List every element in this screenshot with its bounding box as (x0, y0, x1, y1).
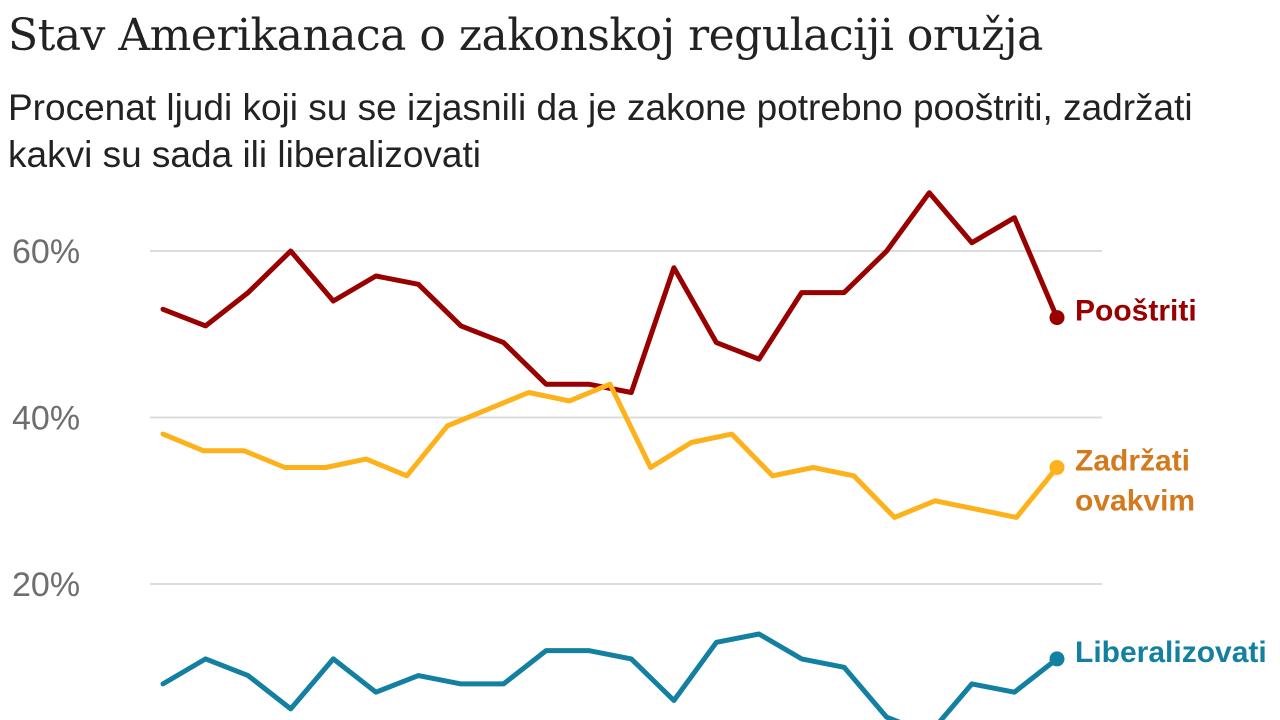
series-line-1 (160, 381, 1060, 520)
y-tick-label: 20% (12, 566, 80, 604)
series-label-1: Zadržati ovakvim (1075, 444, 1195, 517)
series-end-marker-1 (1049, 459, 1065, 475)
series-end-marker-0 (1049, 310, 1065, 326)
chart-subtitle: Procenat ljudi koji su se izjasnili da j… (8, 87, 1193, 175)
y-tick-label: 40% (12, 400, 80, 438)
series-end-marker-2 (1049, 651, 1065, 667)
chart-title: Stav Amerikanaca o zakonskoj regulaciji … (8, 10, 1043, 61)
series-label-2: Liberalizovati (1075, 636, 1267, 669)
series-line-0 (160, 190, 1060, 395)
y-tick-label: 60% (12, 233, 80, 271)
series-line-2 (160, 631, 1060, 720)
series-label-0: Pooštriti (1075, 295, 1197, 328)
